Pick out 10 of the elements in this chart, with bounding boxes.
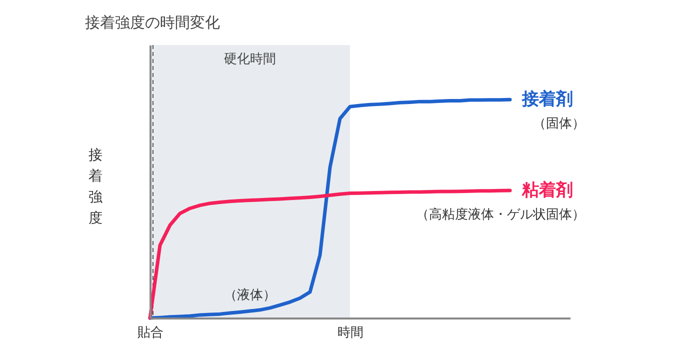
chart-title: 接着強度の時間変化	[85, 14, 220, 32]
x-tick-label: 貼合	[138, 326, 164, 340]
annotation: （高粘度液体・ゲル状固体）	[416, 206, 585, 222]
series-label: 粘着剤	[521, 180, 573, 200]
band-label: 硬化時間	[224, 52, 276, 67]
annotation: （液体）	[224, 288, 276, 304]
series-label: 接着剤	[521, 90, 573, 110]
x-tick-label: 時間	[338, 326, 364, 340]
y-axis-title: 接着強度	[88, 148, 102, 226]
annotation: （固体）	[533, 116, 585, 132]
